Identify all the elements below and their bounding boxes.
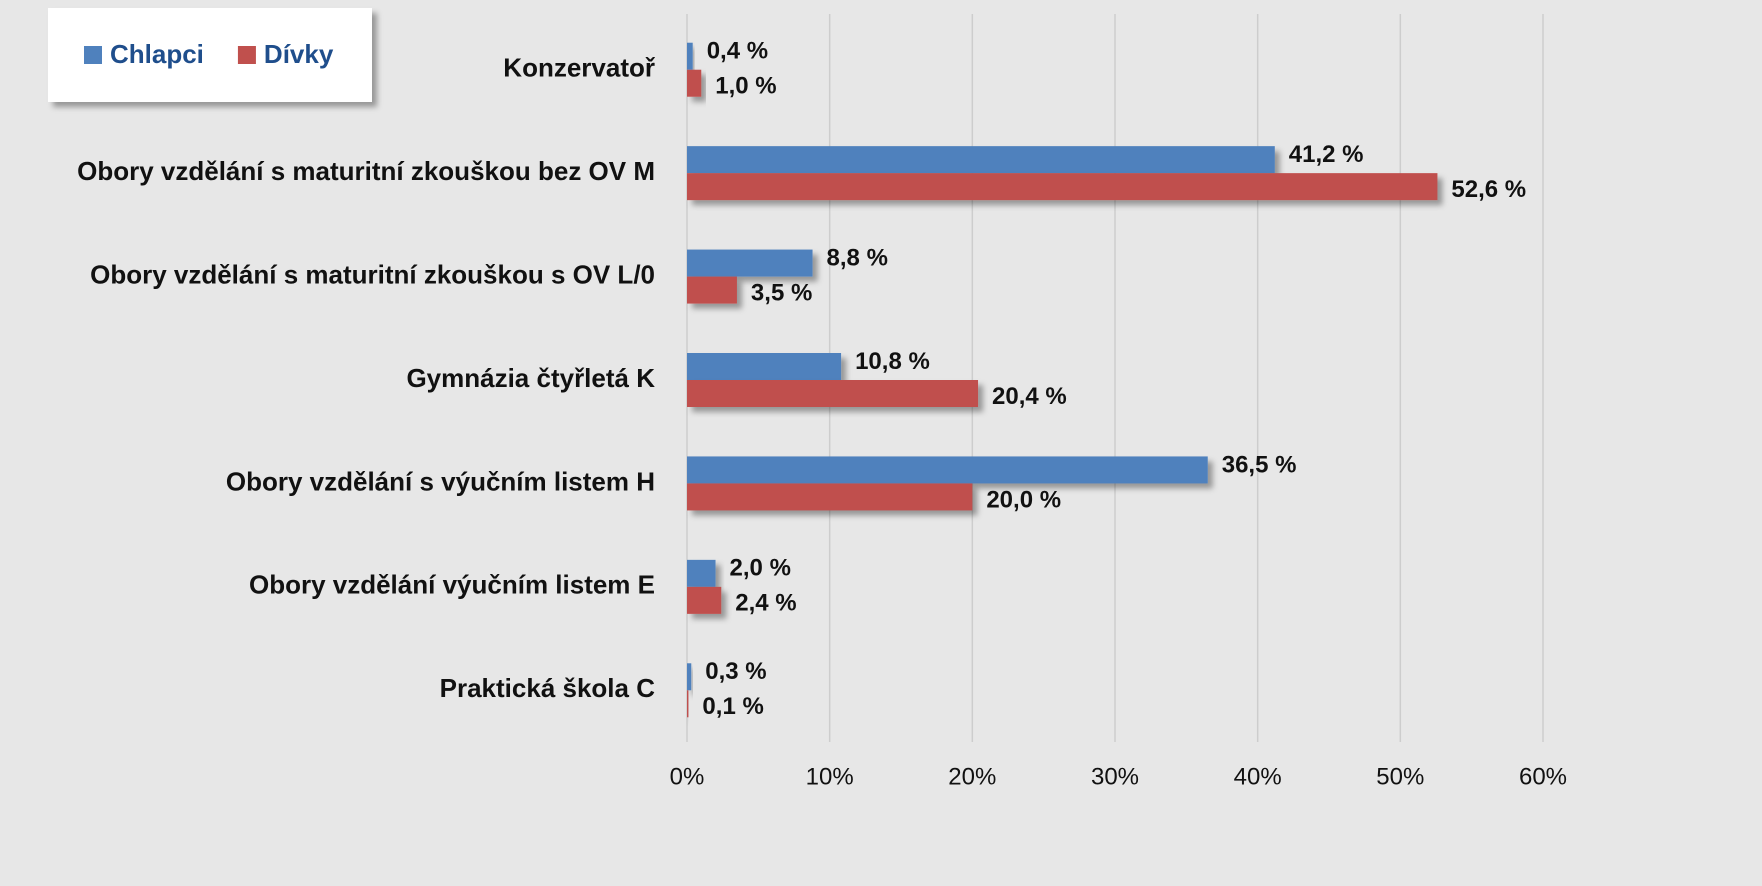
legend-label: Dívky <box>264 39 334 69</box>
value-label: 41,2 % <box>1289 141 1364 168</box>
category-label: Obory vzdělání s maturitní zkouškou bez … <box>77 156 655 186</box>
x-tick-label: 20% <box>948 763 996 790</box>
value-label: 8,8 % <box>827 244 888 271</box>
category-label: Gymnázia čtyřletá K <box>406 363 655 393</box>
category-label: Praktická škola C <box>440 673 656 703</box>
bar <box>687 380 979 407</box>
value-label: 20,0 % <box>986 486 1061 513</box>
bar <box>687 69 702 97</box>
legend: Chlapci Dívky <box>48 8 372 102</box>
bar <box>687 42 693 70</box>
value-label: 1,0 % <box>715 73 776 100</box>
bar <box>687 146 1275 174</box>
bar <box>687 690 689 718</box>
legend-swatch <box>84 46 102 64</box>
x-tick-label: 60% <box>1519 763 1567 790</box>
value-label: 10,8 % <box>855 348 930 375</box>
x-tick-label: 40% <box>1234 763 1282 790</box>
bar <box>687 353 842 380</box>
x-tick-label: 50% <box>1376 763 1424 790</box>
x-tick-label: 30% <box>1091 763 1139 790</box>
bar <box>687 663 692 691</box>
category-label: Obory vzdělání výučním listem E <box>249 570 655 600</box>
bar <box>687 249 813 277</box>
legend-swatch <box>237 46 256 64</box>
value-label: 2,0 % <box>730 555 791 582</box>
category-label: Obory vzdělání s výučním listem H <box>226 466 655 496</box>
value-label: 2,4 % <box>735 590 796 617</box>
value-label: 0,1 % <box>702 693 763 720</box>
value-label: 52,6 % <box>1451 176 1526 203</box>
x-tick-label: 10% <box>806 763 854 790</box>
value-label: 0,4 % <box>707 38 768 65</box>
bar <box>687 483 973 511</box>
bar <box>687 559 716 587</box>
value-label: 0,3 % <box>705 658 766 685</box>
x-tick-label: 0% <box>670 763 705 790</box>
value-label: 3,5 % <box>751 279 812 306</box>
legend-label: Chlapci <box>110 39 204 69</box>
bar <box>687 276 737 304</box>
value-label: 20,4 % <box>992 383 1067 410</box>
bar <box>687 586 722 614</box>
value-label: 36,5 % <box>1222 451 1297 478</box>
category-label: Konzervatoř <box>503 53 656 83</box>
bar <box>687 456 1208 484</box>
category-label: Obory vzdělání s maturitní zkouškou s OV… <box>90 259 655 289</box>
bar <box>687 173 1438 201</box>
